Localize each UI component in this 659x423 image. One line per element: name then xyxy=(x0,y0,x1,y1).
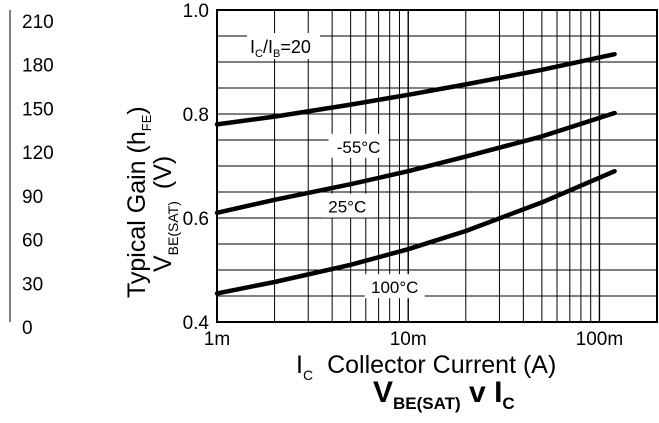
gain-axis-label-main: Typical Gain (h xyxy=(123,131,151,298)
chart-title-i: I xyxy=(494,376,502,409)
gain-tick-label: 150 xyxy=(22,99,54,120)
y-tick-label: 0.6 xyxy=(183,209,209,230)
gain-tick-label: 30 xyxy=(22,274,43,295)
series-label: 100°C xyxy=(371,278,418,297)
x-tick-label: 100m xyxy=(576,329,624,350)
series-line xyxy=(214,110,617,216)
chart-title-mid: v xyxy=(461,376,494,409)
condition-label-bg xyxy=(247,33,320,59)
y-tick-label: 0.8 xyxy=(183,105,209,126)
series-label-bg xyxy=(364,274,425,299)
y-tick-label: 1.0 xyxy=(183,1,209,22)
series-label: -55°C xyxy=(337,138,381,157)
gain-axis-label: Typical Gain (hFE) xyxy=(123,106,154,298)
gain-tick-label: 210 xyxy=(22,12,54,33)
chart-title-v: V xyxy=(373,376,393,409)
chart-title-v-sub: BE(SAT) xyxy=(393,394,461,413)
chart-title-i-sub: C xyxy=(502,394,514,413)
gain-tick-label: 180 xyxy=(22,56,54,77)
voltage-axis-label: VBE(SAT) (V) xyxy=(149,156,181,272)
series-labels: -55°C 25°C 100°C xyxy=(322,133,425,299)
series-line xyxy=(214,51,617,127)
condition-slash: /I xyxy=(263,37,273,57)
x-axis-label-main: I xyxy=(296,351,303,379)
series-label-bg xyxy=(328,133,389,158)
voltage-axis-label-unit: (V) xyxy=(149,156,177,189)
gain-tick-label: 90 xyxy=(22,187,43,208)
gain-tick-label: 60 xyxy=(22,231,43,252)
series-lines xyxy=(214,51,617,296)
plot-frame xyxy=(216,9,658,323)
gain-tick-labels: 210 180 150 120 90 60 30 0 xyxy=(22,12,54,339)
x-axis-label: IC Collector Current (A) xyxy=(296,351,556,383)
x-tick-label: 1m xyxy=(204,329,230,350)
x-axis-label-text: Collector Current (A) xyxy=(327,351,556,379)
condition-label: IC/IB=20 xyxy=(250,37,311,60)
voltage-axis-label-main: V xyxy=(149,255,177,272)
voltage-axis-label-sub: BE(SAT) xyxy=(165,201,181,255)
condition-sub-c: C xyxy=(255,48,263,60)
gain-tick-label: 120 xyxy=(22,143,54,164)
condition-value: =20 xyxy=(280,37,311,57)
condition-sub-b: B xyxy=(273,48,280,60)
chart-title: VBE(SAT) v IC xyxy=(373,376,515,413)
series-label: 25°C xyxy=(328,198,366,217)
gain-axis-label-sub: FE xyxy=(139,114,154,131)
x-axis-label-sub: C xyxy=(303,367,313,383)
axis-tick-labels: 1m 10m 100m 0.4 0.6 0.8 1.0 xyxy=(183,1,624,350)
series-label-bg xyxy=(322,193,373,218)
y-tick-label: 0.4 xyxy=(183,313,210,334)
series-line xyxy=(214,168,617,296)
gain-tick-label: 0 xyxy=(22,318,33,339)
x-tick-label: 10m xyxy=(390,329,427,350)
gain-axis-label-close: ) xyxy=(123,106,151,114)
condition-main: I xyxy=(250,37,255,57)
